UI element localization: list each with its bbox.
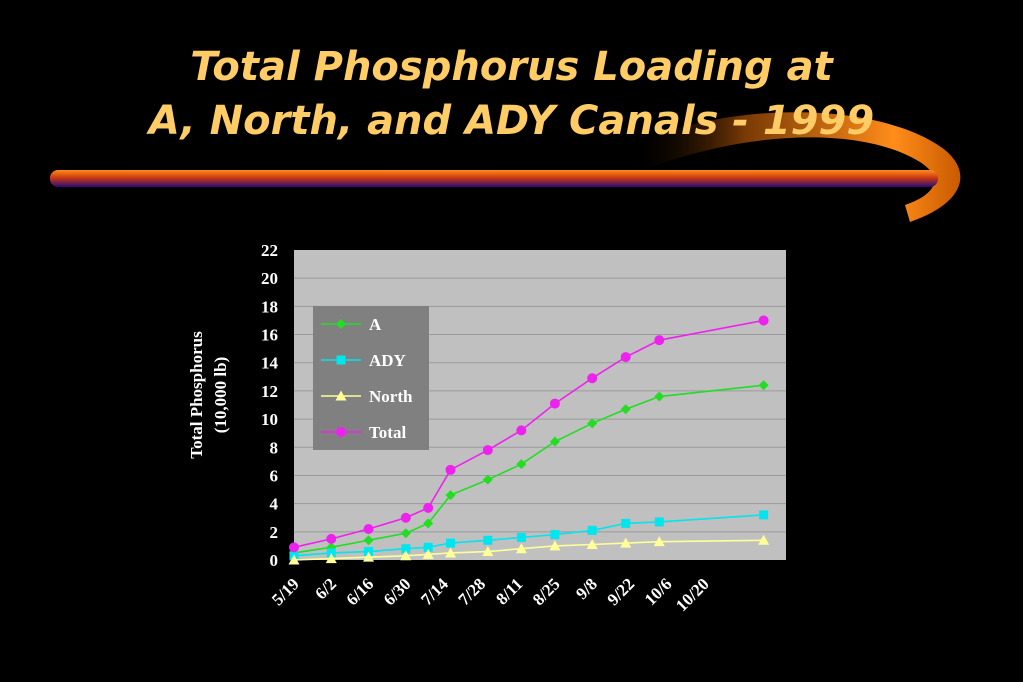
data-point-a — [482, 474, 493, 485]
data-point-north — [620, 537, 632, 548]
y-axis-label-line-1: Total Phosphorus — [187, 331, 206, 459]
x-tick-label: 6/16 — [343, 574, 378, 609]
data-point-total — [289, 542, 299, 553]
y-tick-label: 10 — [261, 410, 278, 429]
series-north — [288, 534, 770, 565]
data-point-total — [758, 315, 769, 326]
data-point-a — [654, 391, 665, 402]
x-tick-label: 6/2 — [311, 574, 340, 603]
data-point-north — [288, 554, 300, 565]
y-tick-label: 6 — [270, 466, 279, 485]
data-point-ady — [654, 517, 664, 527]
data-point-a — [587, 418, 598, 429]
data-point-total — [445, 464, 456, 475]
data-point-a — [445, 490, 456, 501]
data-point-north — [482, 546, 494, 557]
y-tick-label: 0 — [270, 551, 279, 570]
y-tick-label: 4 — [270, 495, 279, 514]
data-point-total — [400, 512, 411, 523]
series-total — [289, 315, 769, 553]
data-point-north — [363, 551, 375, 562]
x-tick-label: 6/30 — [380, 574, 415, 609]
y-tick-label: 16 — [261, 326, 278, 345]
y-axis-ticks: 0 2 4 6 8 10 12 14 16 18 20 22 — [261, 241, 279, 570]
data-point-north — [422, 548, 434, 559]
data-point-ady — [483, 535, 493, 545]
data-point-ady — [401, 544, 411, 554]
legend-label-total: Total — [369, 423, 406, 442]
data-point-ady — [621, 518, 631, 528]
data-point-a — [423, 518, 434, 529]
data-point-north — [758, 534, 770, 545]
y-tick-label: 22 — [261, 241, 278, 260]
legend-label-ady: ADY — [369, 351, 406, 370]
legend-marker-a — [336, 319, 346, 329]
slide-title-line-2: A, North, and ADY Canals - 1999 — [148, 98, 875, 144]
y-tick-label: 18 — [261, 297, 278, 316]
data-point-ady — [759, 510, 769, 520]
data-point-total — [423, 502, 434, 513]
data-point-ady — [587, 525, 597, 535]
data-point-a — [400, 528, 411, 539]
data-point-ady — [326, 548, 336, 558]
x-axis-ticks: 5/19 6/2 6/16 6/30 7/14 7/28 8/11 8/25 9/8 9/22 10… — [268, 574, 713, 615]
data-point-north — [400, 550, 412, 561]
x-tick-label: 7/28 — [454, 574, 489, 609]
y-axis-label-line-2: (10,000 lb) — [211, 357, 230, 434]
data-point-a — [620, 404, 631, 415]
data-point-a — [363, 535, 374, 546]
data-point-a — [758, 380, 769, 391]
data-point-ady — [516, 532, 526, 542]
x-tick-label: 8/11 — [492, 574, 526, 608]
y-tick-label: 2 — [270, 523, 279, 542]
data-point-total — [326, 533, 337, 544]
x-tick-label: 8/25 — [529, 574, 564, 609]
data-point-total — [482, 445, 493, 456]
legend-marker-north — [335, 390, 347, 401]
data-point-north — [653, 536, 665, 547]
data-point-ady — [550, 530, 560, 540]
slide-title-line-1: Total Phosphorus Loading at — [190, 44, 833, 90]
y-tick-label: 8 — [270, 438, 279, 457]
data-point-north — [325, 553, 337, 564]
data-point-a — [549, 436, 560, 447]
data-point-north — [445, 547, 457, 558]
x-tick-label: 9/8 — [572, 574, 601, 603]
orange-swoosh — [630, 112, 961, 222]
legend-marker-total — [336, 427, 346, 437]
x-tick-label: 5/19 — [268, 574, 303, 609]
data-point-ady — [423, 542, 433, 552]
x-tick-label: 7/14 — [417, 574, 452, 609]
data-point-total — [363, 524, 374, 534]
legend-box — [313, 306, 429, 450]
data-point-ady — [446, 538, 456, 548]
legend-label-a: A — [369, 315, 382, 334]
data-point-a — [516, 459, 527, 470]
data-point-total — [620, 352, 631, 363]
data-point-ady — [364, 547, 374, 557]
data-point-north — [586, 539, 598, 549]
data-point-total — [587, 373, 598, 384]
data-point-total — [654, 335, 665, 346]
legend: A ADY North Total — [313, 306, 429, 450]
x-tick-label: 10/6 — [641, 574, 676, 609]
series-layer — [288, 315, 770, 565]
title-underline-bar — [50, 170, 938, 187]
data-point-total — [516, 425, 527, 436]
data-point-north — [549, 540, 561, 551]
data-point-total — [549, 398, 560, 409]
data-point-north — [515, 543, 527, 554]
x-tick-label: 9/22 — [603, 574, 638, 609]
y-tick-label: 14 — [261, 354, 279, 373]
legend-label-north: North — [369, 387, 413, 406]
y-tick-label: 20 — [261, 269, 278, 288]
x-tick-label: 10/20 — [672, 574, 713, 615]
y-tick-label: 12 — [261, 382, 278, 401]
legend-marker-ady — [336, 355, 346, 365]
